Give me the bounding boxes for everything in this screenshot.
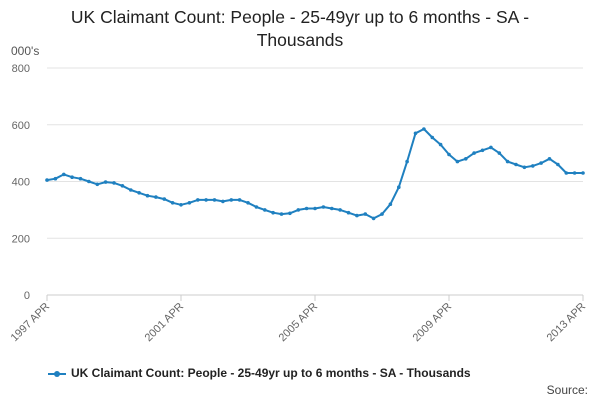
x-tick-label: 2009 APR [411,301,455,345]
data-point [95,182,100,187]
data-point [53,176,58,181]
data-point [271,210,275,215]
data-point [112,181,116,185]
data-point [187,201,192,205]
data-point [413,131,418,136]
x-tick-label: 2013 APR [545,301,589,345]
data-point [212,198,217,202]
data-point [371,216,376,221]
data-point [514,162,518,167]
data-point [70,175,74,179]
data-point [179,203,183,207]
legend-swatch-icon [48,370,66,377]
data-point [196,198,200,202]
legend-label: UK Claimant Count: People - 25-49yr up t… [71,366,471,380]
data-point [346,210,351,215]
data-point [221,199,225,204]
data-point [564,171,569,175]
y-tick-label: 400 [12,177,30,189]
y-axis-unit-label: 000's [11,44,40,58]
data-point [170,201,175,205]
data-point [505,159,510,164]
data-point [422,127,426,131]
data-point [556,162,560,167]
data-point [129,188,133,192]
data-point [296,208,301,212]
data-point [45,178,49,182]
data-point [78,176,83,181]
data-point [279,212,284,216]
data-point [162,197,167,201]
x-tick-label: 1997 APR [9,301,53,345]
legend[interactable]: UK Claimant Count: People - 25-49yr up t… [48,366,471,380]
data-point [355,213,359,218]
data-point [447,152,451,157]
chart-title: UK Claimant Count: People - 25-49yr up t… [0,6,600,52]
data-point [497,151,502,155]
data-point [388,202,393,206]
data-point [120,184,125,188]
source-label: Source: [546,383,588,397]
y-tick-label: 800 [12,63,30,75]
data-point [237,198,242,202]
data-point [103,180,108,184]
data-point [304,206,309,211]
data-point [137,191,141,195]
data-point [464,157,468,161]
data-point [338,208,342,212]
data-point [489,145,493,150]
chart-title-line-2: Thousands [256,30,344,50]
data-point [405,159,409,164]
data-point [430,135,435,140]
data-point [288,211,292,216]
data-point [263,208,267,212]
data-point [480,148,485,153]
data-point [254,205,259,209]
data-point [438,142,443,147]
data-point [572,171,577,175]
y-tick-label: 600 [12,120,30,132]
data-point [531,164,535,168]
data-point [87,179,91,184]
data-point [154,195,158,199]
data-point [472,151,476,155]
data-point [62,172,66,177]
data-point [522,165,527,170]
data-point [229,198,234,202]
data-point [380,212,384,216]
data-point [321,205,326,209]
y-tick-label: 0 [24,290,30,302]
data-point [581,171,585,175]
data-point [145,193,150,198]
data-point [204,198,208,202]
data-point [539,161,543,165]
data-point [547,157,552,161]
data-point [455,159,460,164]
series-line [46,128,583,220]
y-tick-label: 200 [12,233,30,245]
data-point [246,201,250,205]
data-point [363,212,368,216]
x-tick-label: 2005 APR [277,301,321,345]
chart-title-line-1: UK Claimant Count: People - 25-49yr up t… [70,7,530,27]
data-point [330,206,334,211]
data-point [397,185,401,189]
x-tick-label: 2001 APR [143,301,187,345]
data-point [313,206,317,211]
